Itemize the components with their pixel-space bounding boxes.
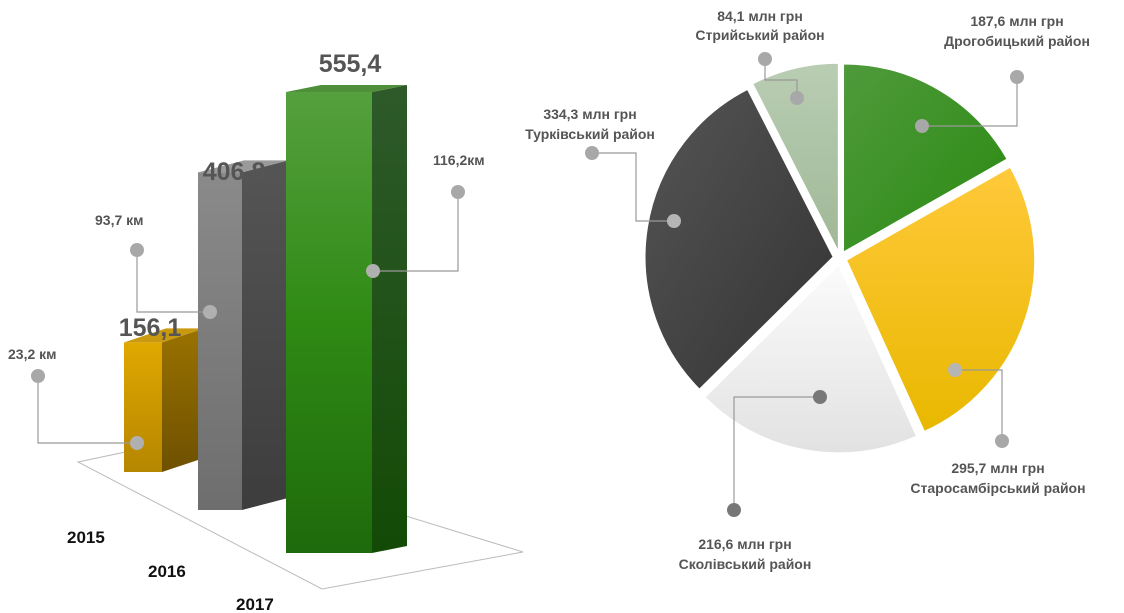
callout-dot [203, 305, 217, 319]
pie-value-label: 216,6 млн грн [698, 536, 791, 552]
bar-annotation-callouts [31, 185, 465, 450]
pie-slice [644, 88, 834, 390]
pie-slice-label: Старосамбірський район [910, 480, 1085, 496]
callout-line [373, 192, 459, 272]
bar [286, 92, 372, 553]
bar-side-face [162, 328, 204, 472]
bar-annotation-label: 93,7 км [95, 212, 144, 228]
bar-top-face [198, 160, 288, 173]
callout-line [592, 152, 674, 222]
pie-slices [644, 62, 1036, 454]
bar-top-face [286, 85, 407, 93]
callout-dot [995, 434, 1009, 448]
pie-value-label: 295,7 млн грн [951, 460, 1044, 476]
bar [198, 172, 242, 510]
pie-value-label: 334,3 млн грн [543, 106, 636, 122]
callout-dot [130, 243, 144, 257]
category-label: 2016 [148, 562, 186, 581]
bar-top-face [124, 328, 204, 343]
callout-dot [790, 91, 804, 105]
pie-slice [843, 63, 1008, 253]
bar-value-label: 555,4 [319, 50, 382, 78]
callout-line [955, 369, 1003, 441]
callout-dot [130, 436, 144, 450]
callout-line [136, 250, 210, 313]
category-label: 2015 [67, 528, 105, 547]
callout-dot [366, 264, 380, 278]
bar-annotation-label: 23,2 км [8, 346, 57, 362]
callout-dot [758, 52, 772, 66]
pie-callouts [585, 52, 1024, 517]
bar-series [124, 85, 407, 553]
bar-side-face [242, 160, 288, 510]
pie-slice [704, 264, 918, 454]
callout-line [733, 396, 820, 510]
callout-line [37, 376, 137, 444]
callout-dot [667, 214, 681, 228]
callout-dot [915, 119, 929, 133]
callout-line [764, 59, 798, 98]
bar-annotation-label: 116,2км [433, 152, 485, 168]
callout-dot [813, 390, 827, 404]
bar-value-label: 156,1 [119, 314, 182, 342]
callout-dot [31, 369, 45, 383]
pie-slice-label: Сколівський район [679, 556, 812, 572]
category-label: 2017 [236, 595, 274, 613]
bar-value-label: 406,8 [203, 158, 266, 186]
callout-dot [948, 363, 962, 377]
callout-dot [1010, 70, 1024, 84]
callout-line [922, 77, 1018, 127]
pie-slice [752, 62, 839, 252]
pie-slice-label: Дрогобицький район [944, 33, 1090, 49]
pie-value-label: 187,6 млн грн [970, 13, 1063, 29]
callout-dot [451, 185, 465, 199]
bar-side-face [372, 85, 407, 553]
pie-slice [846, 166, 1036, 433]
callout-dot [585, 146, 599, 160]
pie-slice-label: Стрийський район [695, 27, 824, 43]
callout-dot [727, 503, 741, 517]
pie-value-label: 84,1 млн грн [717, 8, 803, 24]
bar [124, 342, 162, 472]
pie-slice-label: Турківський район [525, 126, 655, 142]
